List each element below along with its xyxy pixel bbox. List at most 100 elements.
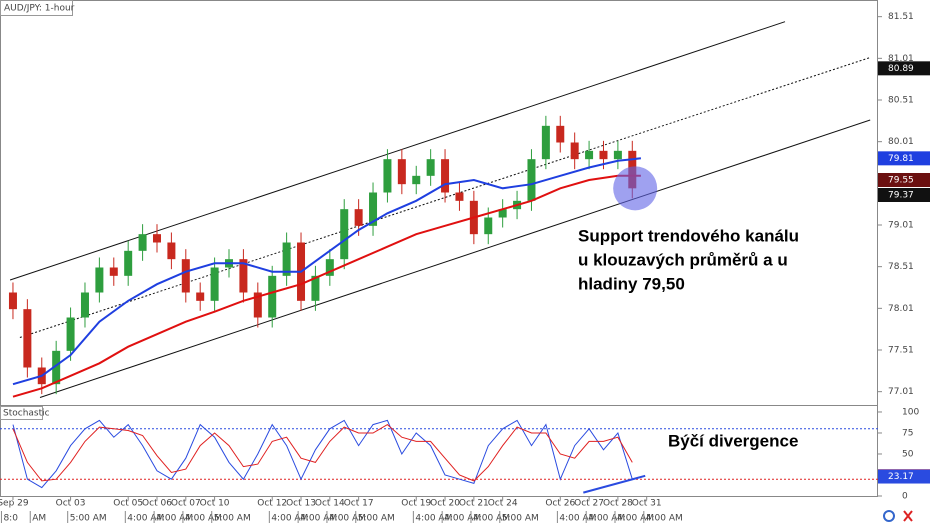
candle-body: [325, 259, 334, 276]
candle-body: [412, 175, 421, 185]
x-tick-label: Oct 05: [113, 499, 143, 509]
x-tick-label: Oct 20: [430, 499, 460, 509]
time-tick-label: AM: [32, 514, 46, 524]
x-tick-label: Oct 07: [171, 499, 201, 509]
candle-body: [95, 267, 104, 293]
candle-body: [556, 125, 565, 143]
time-tick-label: 5:00 AM: [70, 514, 107, 524]
title-box: [0, 0, 73, 16]
channel-line: [19, 57, 871, 338]
y-tick-label: 79.01: [888, 221, 914, 231]
candle-body: [196, 292, 205, 301]
time-tick-label: 4:00 AM: [156, 514, 193, 524]
candle-body: [282, 242, 291, 276]
candle-body: [239, 259, 248, 293]
x-tick-label: Oct 21: [459, 499, 489, 509]
value-tag-label: 79.37: [888, 191, 914, 201]
x-tick-label: Oct 10: [200, 499, 230, 509]
value-tag: [878, 188, 930, 202]
x-tick-label: Oct 28: [603, 499, 633, 509]
candle-body: [152, 234, 161, 243]
candle-body: [527, 159, 536, 201]
x-tick-label: Oct 06: [142, 499, 172, 509]
candle-body: [383, 159, 392, 193]
candle-body: [484, 217, 493, 235]
candle-body: [124, 250, 133, 276]
candle-body: [455, 192, 464, 201]
time-tick-label: 4:00 AM: [646, 514, 683, 524]
frame: [0, 0, 878, 497]
x-tick-label: Oct 26: [545, 499, 575, 509]
candle-body: [340, 209, 349, 260]
time-tick-label: 4:00 AM: [329, 514, 366, 524]
moving-average: [12, 174, 641, 398]
time-tick-label: 4:00 AM: [185, 514, 222, 524]
y-tick-label: 80.01: [888, 137, 914, 147]
value-tag: [878, 173, 930, 187]
x-tick-label: Sep 29: [0, 499, 29, 509]
candle-body: [311, 275, 320, 301]
candle-body: [23, 309, 32, 368]
candle-body: [210, 267, 219, 301]
candle-body: [613, 150, 622, 160]
y-tick-label: 78.01: [888, 304, 914, 314]
time-tick-label: 5:00 AM: [214, 514, 251, 524]
candle-body: [426, 159, 435, 176]
time-tick-label: 4:00 AM: [127, 514, 164, 524]
toolbar-icons[interactable]: [883, 510, 913, 522]
candle-body: [109, 267, 118, 276]
x-tick-label: Oct 19: [401, 499, 431, 509]
time-tick-label: 4:00 AM: [300, 514, 337, 524]
highlight-circle: [613, 166, 658, 211]
close-icon[interactable]: [903, 510, 913, 522]
value-tag: [878, 151, 930, 166]
value-tag-label: 79.81: [888, 154, 914, 164]
channel-line: [39, 119, 871, 398]
value-tag: [878, 61, 930, 76]
candle-body: [570, 142, 579, 160]
time-tick-label: 8:0: [3, 514, 18, 524]
candle-body: [138, 234, 147, 251]
time-tick-label: 4:00 AM: [415, 514, 452, 524]
candle-body: [253, 292, 262, 318]
annotation: Support trendového kanálu: [578, 226, 799, 245]
value-tag-label: 23.17: [888, 472, 914, 482]
x-tick-label: Oct 17: [344, 499, 374, 509]
candle-body: [585, 150, 594, 160]
time-tick-label: 4:00 AM: [444, 514, 481, 524]
y-tick-label: 0: [902, 491, 908, 501]
candle-body: [181, 259, 190, 293]
candle-body: [541, 125, 550, 160]
value-tag-label: 79.55: [888, 176, 914, 186]
candle-body: [80, 292, 89, 318]
stochastic-line: [12, 419, 633, 489]
candle-body: [369, 192, 378, 226]
candle-body: [167, 242, 176, 260]
y-tick-label: 80.51: [888, 96, 914, 106]
time-tick-label: 4:00 AM: [473, 514, 510, 524]
link-icon[interactable]: [883, 510, 895, 522]
candle-body: [354, 209, 363, 226]
value-tag-label: 80.89: [888, 64, 914, 74]
y-tick-label: 81.01: [888, 54, 914, 64]
x-tick-label: Oct 31: [632, 499, 662, 509]
x-tick-label: Oct 13: [286, 499, 316, 509]
time-tick-label: 5:00 AM: [502, 514, 539, 524]
x-tick-label: Oct 12: [257, 499, 287, 509]
y-tick-label: 100: [902, 407, 919, 417]
annotation: u klouzavých průměrů a u: [578, 250, 788, 269]
indicator-title: Stochastic: [3, 409, 50, 419]
candle-body: [52, 350, 61, 385]
y-tick-label: 77.01: [888, 387, 914, 397]
y-tick-label: 77.51: [888, 346, 914, 356]
candle-body: [397, 159, 406, 185]
time-tick-label: 4:00 AM: [617, 514, 654, 524]
candle-body: [498, 209, 507, 218]
y-tick-label: 50: [902, 449, 914, 459]
time-tick-label: 4:00 AM: [559, 514, 596, 524]
chart-title: AUD/JPY: 1-hour: [4, 4, 75, 14]
y-tick-label: 75: [902, 428, 913, 438]
candle-body: [66, 317, 75, 351]
